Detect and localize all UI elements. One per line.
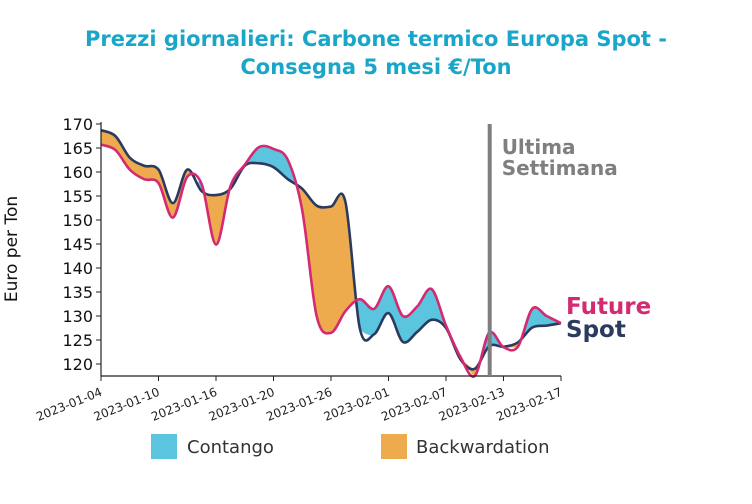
legend-label-contango: Contango <box>187 437 274 458</box>
y-axis-label: Euro per Ton <box>2 196 22 302</box>
contango-area <box>229 145 295 191</box>
series-line-spot <box>100 128 562 371</box>
y-tick-label: 170 <box>62 115 93 134</box>
y-tick-label: 150 <box>62 211 93 230</box>
backwardation-area <box>502 339 521 348</box>
series-line-future <box>100 143 562 378</box>
chart-title-line-2: Consegna 5 mesi €/Ton <box>240 55 511 79</box>
y-tick-label: 120 <box>62 355 93 374</box>
y-tick-label: 125 <box>62 331 93 350</box>
last-week-annotation: Ultima <box>502 135 576 159</box>
contango-area <box>356 286 464 363</box>
x-tick-label: 2023-02-17 <box>494 385 564 424</box>
y-tick-label: 160 <box>62 163 93 182</box>
legend: Contango Backwardation <box>151 434 549 459</box>
y-tick-label: 135 <box>62 283 93 302</box>
legend-label-backwardation: Backwardation <box>416 437 549 458</box>
series-label-spot: Spot <box>566 317 626 343</box>
last-week-annotation: Settimana <box>502 156 618 180</box>
y-tick-label: 140 <box>62 259 93 278</box>
series-lines <box>100 128 562 378</box>
legend-swatch-backwardation <box>381 434 407 459</box>
backwardation-area <box>101 130 195 218</box>
y-tick-label: 155 <box>62 187 93 206</box>
y-tick-label: 145 <box>62 235 93 254</box>
spread-fills <box>101 130 561 377</box>
y-tick-label: 165 <box>62 139 93 158</box>
series-label-future: Future <box>566 294 651 320</box>
contango-area <box>520 307 561 340</box>
y-tick-label: 130 <box>62 307 93 326</box>
chart-title-line-1: Prezzi giornalieri: Carbone termico Euro… <box>85 27 667 51</box>
backwardation-area <box>294 183 357 334</box>
backwardation-area <box>203 189 230 245</box>
axes: 1201251301351401451501551601651702023-01… <box>34 115 564 424</box>
legend-swatch-contango <box>151 434 177 459</box>
